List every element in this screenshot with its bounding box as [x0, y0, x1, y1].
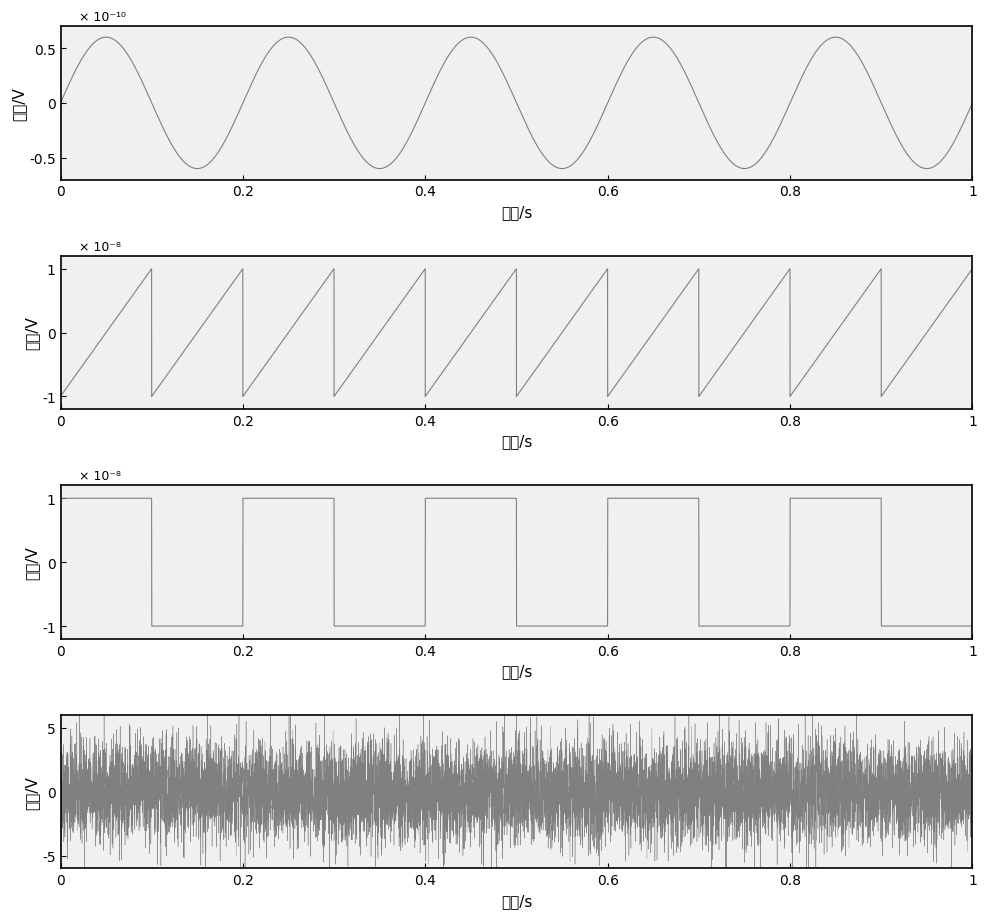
X-axis label: 时间/s: 时间/s: [501, 205, 533, 220]
X-axis label: 时间/s: 时间/s: [501, 893, 533, 908]
Text: × 10⁻⁸: × 10⁻⁸: [79, 241, 121, 254]
Y-axis label: 幅度/V: 幅度/V: [11, 87, 26, 120]
Y-axis label: 幅度/V: 幅度/V: [24, 546, 40, 579]
X-axis label: 时间/s: 时间/s: [501, 434, 533, 449]
Y-axis label: 幅度/V: 幅度/V: [24, 316, 40, 350]
Text: × 10⁻⁸: × 10⁻⁸: [79, 470, 121, 482]
X-axis label: 时间/s: 时间/s: [501, 664, 533, 678]
Text: × 10⁻¹⁰: × 10⁻¹⁰: [79, 11, 125, 24]
Y-axis label: 幅度/V: 幅度/V: [25, 775, 40, 809]
